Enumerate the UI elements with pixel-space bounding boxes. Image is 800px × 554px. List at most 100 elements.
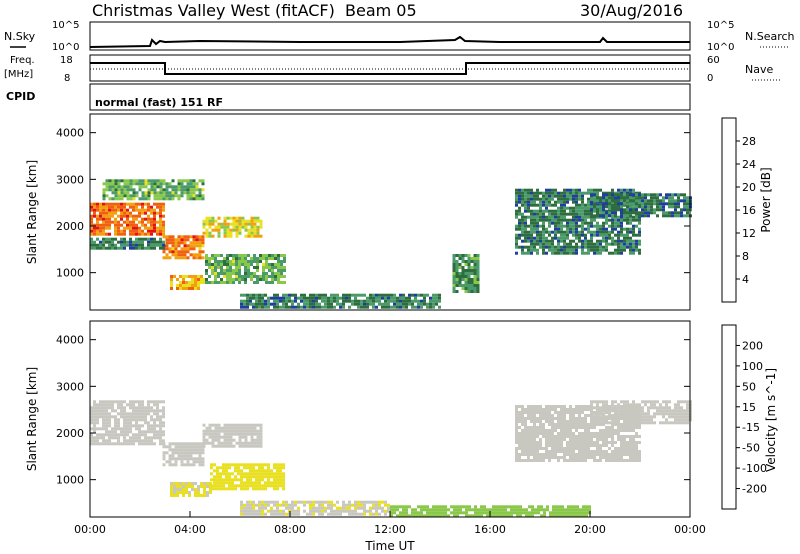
data-cell <box>201 241 205 245</box>
data-cell <box>614 196 617 200</box>
data-cell <box>402 305 405 309</box>
data-cell <box>542 251 545 255</box>
data-cell <box>680 400 683 404</box>
data-cell <box>141 205 144 209</box>
data-cell <box>132 415 135 419</box>
data-cell <box>321 296 324 300</box>
data-cell <box>608 211 611 215</box>
data-cell <box>198 256 202 260</box>
data-cell <box>545 408 548 411</box>
data-cell <box>165 238 169 242</box>
data-cell <box>554 456 557 459</box>
data-cell <box>527 239 530 243</box>
data-cell <box>357 293 360 297</box>
colorbar-tick-label: -100 <box>742 462 767 475</box>
data-cell <box>557 405 560 408</box>
data-cell <box>250 216 254 220</box>
data-cell <box>542 245 545 249</box>
data-cell <box>650 400 653 404</box>
data-cell <box>168 247 172 251</box>
data-cell <box>536 453 539 456</box>
data-cell <box>641 202 644 206</box>
data-cell <box>593 199 596 203</box>
data-cell <box>243 463 246 467</box>
data-cell <box>141 412 144 416</box>
data-cell <box>189 185 193 189</box>
data-cell <box>348 500 351 504</box>
data-cell <box>159 226 162 230</box>
data-cell <box>548 408 551 411</box>
data-cell <box>515 197 518 201</box>
data-cell <box>138 439 141 443</box>
data-cell <box>274 263 277 266</box>
data-cell <box>476 254 480 257</box>
data-cell <box>220 426 224 430</box>
data-cell <box>138 220 141 224</box>
data-cell <box>238 432 242 436</box>
data-cell <box>515 191 518 195</box>
data-cell <box>563 203 566 207</box>
data-cell <box>611 409 614 413</box>
data-cell <box>461 266 465 269</box>
data-cell <box>581 233 584 237</box>
data-cell <box>563 432 566 435</box>
data-cell <box>306 299 309 303</box>
data-cell <box>309 500 312 504</box>
data-cell <box>473 257 477 260</box>
data-cell <box>444 508 447 512</box>
data-cell <box>357 299 360 303</box>
data-cell <box>564 514 567 518</box>
data-cell <box>530 233 533 237</box>
data-cell <box>542 426 545 429</box>
data-cell <box>521 408 524 411</box>
data-cell <box>611 188 614 192</box>
data-cell <box>581 212 584 216</box>
data-cell <box>147 179 151 183</box>
data-cell <box>270 509 273 513</box>
data-cell <box>203 278 206 281</box>
data-cell <box>638 242 641 246</box>
data-cell <box>267 463 270 467</box>
data-cell <box>569 251 572 255</box>
data-cell <box>656 409 659 413</box>
data-cell <box>129 211 132 215</box>
y-tick-label: 3000 <box>56 173 84 186</box>
data-cell <box>629 239 632 243</box>
data-cell <box>632 438 635 441</box>
data-cell <box>453 508 456 512</box>
data-cell <box>569 438 572 441</box>
data-cell <box>572 414 575 417</box>
data-cell <box>572 435 575 438</box>
data-cell <box>206 494 209 497</box>
colorbar-tick-label: 50 <box>742 380 756 393</box>
data-cell <box>277 266 280 269</box>
data-cell <box>345 293 348 297</box>
data-cell <box>264 487 267 491</box>
data-cell <box>408 296 411 300</box>
data-cell <box>585 505 588 509</box>
data-cell <box>635 239 638 243</box>
data-cell <box>285 302 288 306</box>
data-cell <box>539 245 542 249</box>
data-cell <box>165 185 169 189</box>
data-cell <box>123 205 126 209</box>
data-cell <box>542 191 545 195</box>
data-cell <box>234 478 237 482</box>
data-cell <box>102 229 105 233</box>
data-cell <box>173 488 176 491</box>
data-cell <box>665 418 668 422</box>
data-cell <box>93 430 96 434</box>
data-cell <box>572 221 575 225</box>
data-cell <box>590 435 593 438</box>
data-cell <box>229 231 233 235</box>
data-cell <box>270 302 273 306</box>
data-cell <box>238 266 241 269</box>
data-cell <box>569 408 572 411</box>
data-cell <box>162 194 166 198</box>
data-cell <box>515 423 518 426</box>
data-cell <box>581 227 584 231</box>
data-cell <box>596 245 599 249</box>
data-cell <box>150 240 153 244</box>
data-cell <box>192 460 196 464</box>
data-cell <box>192 442 196 446</box>
